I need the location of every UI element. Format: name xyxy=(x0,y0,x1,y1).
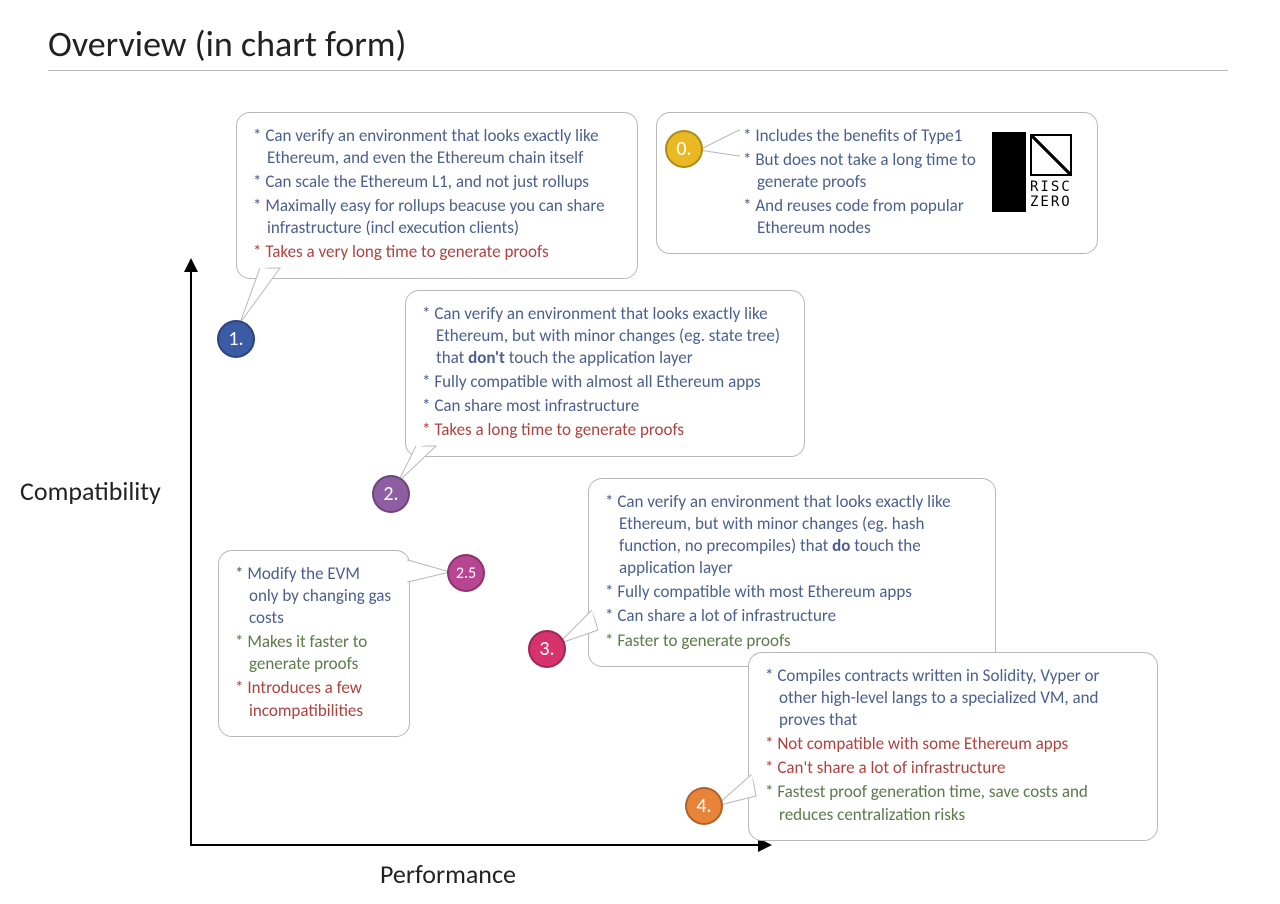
logo-right: RISC ZERO xyxy=(1030,134,1072,211)
node-type1: 1. xyxy=(217,320,255,358)
callout-type25: Modify the EVM only by changing gas cost… xyxy=(218,550,410,737)
node-type0: 0. xyxy=(665,130,703,168)
callout-item: Modify the EVM only by changing gas cost… xyxy=(235,563,393,629)
callout-item: Faster to generate proofs xyxy=(605,630,979,652)
title-rule xyxy=(48,70,1228,71)
node-type4-label: 4. xyxy=(696,794,711,818)
logo-text-1: RISC xyxy=(1030,180,1072,195)
axis-label-performance: Performance xyxy=(380,858,516,890)
callout-type25-list: Modify the EVM only by changing gas cost… xyxy=(235,563,393,722)
callout-item: Makes it faster to generate proofs xyxy=(235,631,393,675)
logo-text: RISC ZERO xyxy=(1030,180,1072,211)
callout-item: Not compatible with some Ethereum apps xyxy=(765,733,1141,755)
node-type0-label: 0. xyxy=(676,137,691,161)
callout-item: Fully compatible with almost all Ethereu… xyxy=(422,371,788,393)
callout-item: Includes the benefits of Type1 xyxy=(743,125,977,147)
page-title: Overview (in chart form) xyxy=(48,22,406,66)
node-type25-label: 2.5 xyxy=(456,564,476,583)
callout-item: Takes a long time to generate proofs xyxy=(422,419,788,441)
axis-label-compatibility: Compatibility xyxy=(20,475,161,507)
node-type3-label: 3. xyxy=(539,637,554,661)
callout-type1: Can verify an environment that looks exa… xyxy=(236,112,638,279)
callout-item: Maximally easy for rollups beacuse you c… xyxy=(253,195,621,239)
callout-item: Fully compatible with most Ethereum apps xyxy=(605,581,979,603)
callout-item: Can verify an environment that looks exa… xyxy=(422,303,788,369)
callout-item: Can verify an environment that looks exa… xyxy=(605,491,979,579)
callout-type3: Can verify an environment that looks exa… xyxy=(588,478,996,667)
callout-type2: Can verify an environment that looks exa… xyxy=(405,290,805,457)
axis-y xyxy=(190,270,192,845)
tail-type0 xyxy=(699,130,739,170)
tail-type1 xyxy=(240,268,280,328)
node-type4: 4. xyxy=(685,787,723,825)
logo-block-icon xyxy=(992,132,1026,212)
node-type3: 3. xyxy=(528,630,566,668)
callout-item: Fastest proof generation time, save cost… xyxy=(765,781,1141,825)
logo-text-2: ZERO xyxy=(1030,195,1072,210)
node-type2-label: 2. xyxy=(383,482,398,506)
callout-type1-list: Can verify an environment that looks exa… xyxy=(253,125,621,264)
callout-item: Can't share a lot of infrastructure xyxy=(765,757,1141,779)
logo-square-icon xyxy=(1030,134,1072,176)
callout-item: And reuses code from popular Ethereum no… xyxy=(743,195,977,239)
callout-type4-list: Compiles contracts written in Solidity, … xyxy=(765,665,1141,826)
callout-item: But does not take a long time to generat… xyxy=(743,149,977,193)
callout-item: Can share most infrastructure xyxy=(422,395,788,417)
callout-item: Introduces a few incompatibilities xyxy=(235,677,393,721)
callout-item: Can share a lot of infrastructure xyxy=(605,605,979,627)
callout-item: Takes a very long time to generate proof… xyxy=(253,241,621,263)
callout-type2-list: Can verify an environment that looks exa… xyxy=(422,303,788,442)
risc-zero-logo: RISC ZERO xyxy=(992,132,1072,212)
node-type2: 2. xyxy=(372,475,410,513)
callout-item: Compiles contracts written in Solidity, … xyxy=(765,665,1141,731)
axis-x xyxy=(190,844,760,846)
callout-type4: Compiles contracts written in Solidity, … xyxy=(748,652,1158,841)
chart-area: Compatibility Performance Can verify an … xyxy=(0,80,1280,900)
callout-type0-list: Includes the benefits of Type1But does n… xyxy=(743,125,977,239)
node-type1-label: 1. xyxy=(228,327,243,351)
node-type25: 2.5 xyxy=(447,554,485,592)
callout-item: Can verify an environment that looks exa… xyxy=(253,125,621,169)
callout-type3-list: Can verify an environment that looks exa… xyxy=(605,491,979,652)
callout-item: Can scale the Ethereum L1, and not just … xyxy=(253,171,621,193)
